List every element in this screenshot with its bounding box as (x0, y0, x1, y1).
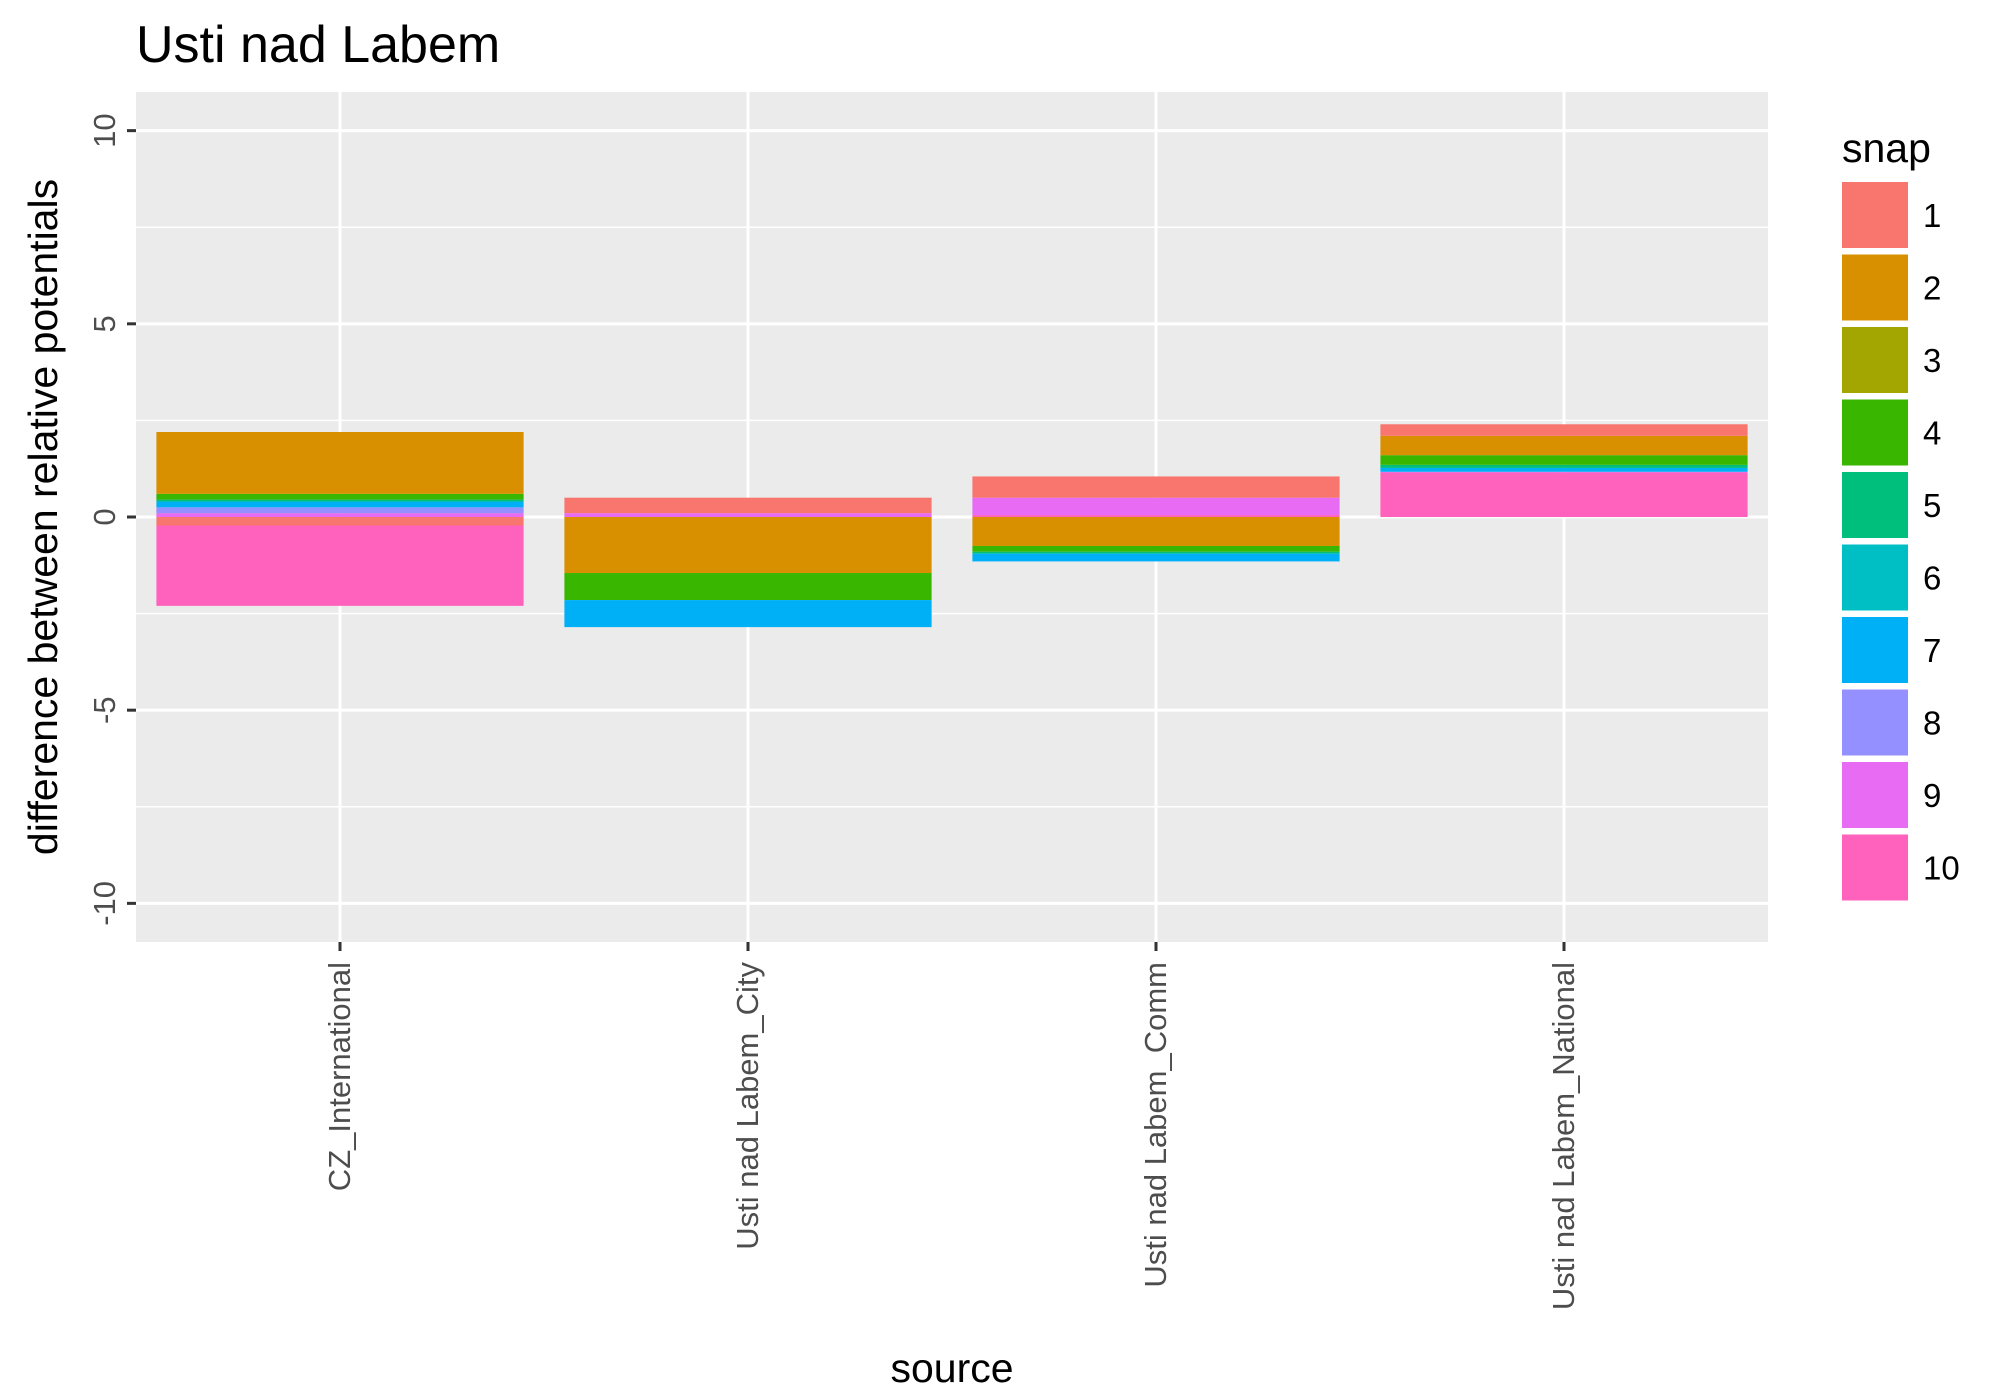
legend-label: 10 (1923, 850, 1960, 887)
bar-segment-snap-5 (972, 551, 1340, 554)
legend-label: 1 (1923, 197, 1941, 234)
bar-segment-snap-4 (156, 493, 524, 500)
legend-key-snap-3 (1842, 327, 1908, 393)
legend-key-snap-1 (1842, 182, 1908, 248)
bar-segment-snap-10 (156, 525, 524, 606)
bar-segment-snap-2 (564, 517, 932, 574)
legend-label: 9 (1923, 777, 1941, 814)
legend-key-snap-2 (1842, 254, 1908, 321)
bar-segment-snap-1 (156, 517, 524, 526)
y-tick-label: -10 (87, 881, 122, 926)
bar-segment-snap-4 (564, 573, 932, 601)
legend-label: 3 (1923, 342, 1941, 379)
legend-key-snap-6 (1842, 544, 1908, 611)
bar-segment-snap-8 (156, 507, 524, 514)
legend: snap 1 2 3 4 5 6 7 8 9 10 (1842, 125, 1960, 901)
legend-key-snap-9 (1842, 762, 1908, 828)
legend-title: snap (1842, 125, 1931, 171)
legend-label: 2 (1923, 270, 1941, 307)
chart-title: Usti nad Labem (136, 16, 500, 74)
legend-key-snap-5 (1842, 472, 1908, 538)
x-tick-label: CZ_International (322, 962, 357, 1191)
bars (156, 424, 1748, 628)
bar-segment-snap-9 (1380, 471, 1748, 473)
y-tick-label: -5 (87, 696, 122, 724)
legend-label: 8 (1923, 705, 1941, 742)
bar-segment-snap-9 (156, 513, 524, 517)
y-axis: -10 -5 0 5 10 (87, 113, 136, 926)
bar-segment-snap-10 (1380, 472, 1748, 517)
legend-label: 5 (1923, 487, 1941, 524)
bar-segment-snap-2 (1380, 435, 1748, 456)
y-axis-title: difference between relative potentials (20, 179, 66, 855)
bar-segment-snap-7 (1380, 467, 1748, 472)
bar-segment-snap-1 (1380, 424, 1748, 436)
x-axis-title: source (890, 1345, 1013, 1391)
x-tick-label: Usti nad Labem_National (1546, 962, 1581, 1310)
legend-label: 7 (1923, 632, 1941, 669)
x-axis: CZ_International Usti nad Labem_City Usti … (322, 942, 1581, 1310)
legend-key-snap-7 (1842, 617, 1908, 683)
x-tick-label: Usti nad Labem_Comm (1138, 962, 1173, 1288)
bar-segment-snap-4 (972, 545, 1340, 552)
bar-segment-snap-7 (972, 553, 1340, 562)
bar-segment-snap-1 (972, 476, 1340, 498)
bar-segment-snap-1 (564, 497, 932, 514)
bar-segment-snap-7 (156, 501, 524, 508)
legend-label: 6 (1923, 560, 1941, 597)
y-tick-label: 5 (87, 315, 122, 332)
legend-key-snap-8 (1842, 689, 1908, 756)
bar-segment-snap-5 (156, 499, 524, 502)
bar-segment-snap-4 (1380, 455, 1748, 465)
y-tick-label: 10 (87, 113, 122, 147)
x-tick-label: Usti nad Labem_City (730, 962, 765, 1250)
legend-key-snap-10 (1842, 834, 1908, 901)
bar-segment-snap-9 (564, 513, 932, 517)
bar-segment-snap-9 (972, 497, 1340, 516)
legend-label: 4 (1923, 415, 1941, 452)
legend-key-snap-4 (1842, 399, 1908, 466)
y-tick-label: 0 (87, 508, 122, 525)
bar-segment-snap-2 (156, 432, 524, 494)
bar-segment-snap-5 (1380, 464, 1748, 468)
bar-segment-snap-10 (972, 515, 1340, 517)
bar-segment-snap-7 (564, 600, 932, 628)
bar-segment-snap-2 (972, 517, 1340, 546)
